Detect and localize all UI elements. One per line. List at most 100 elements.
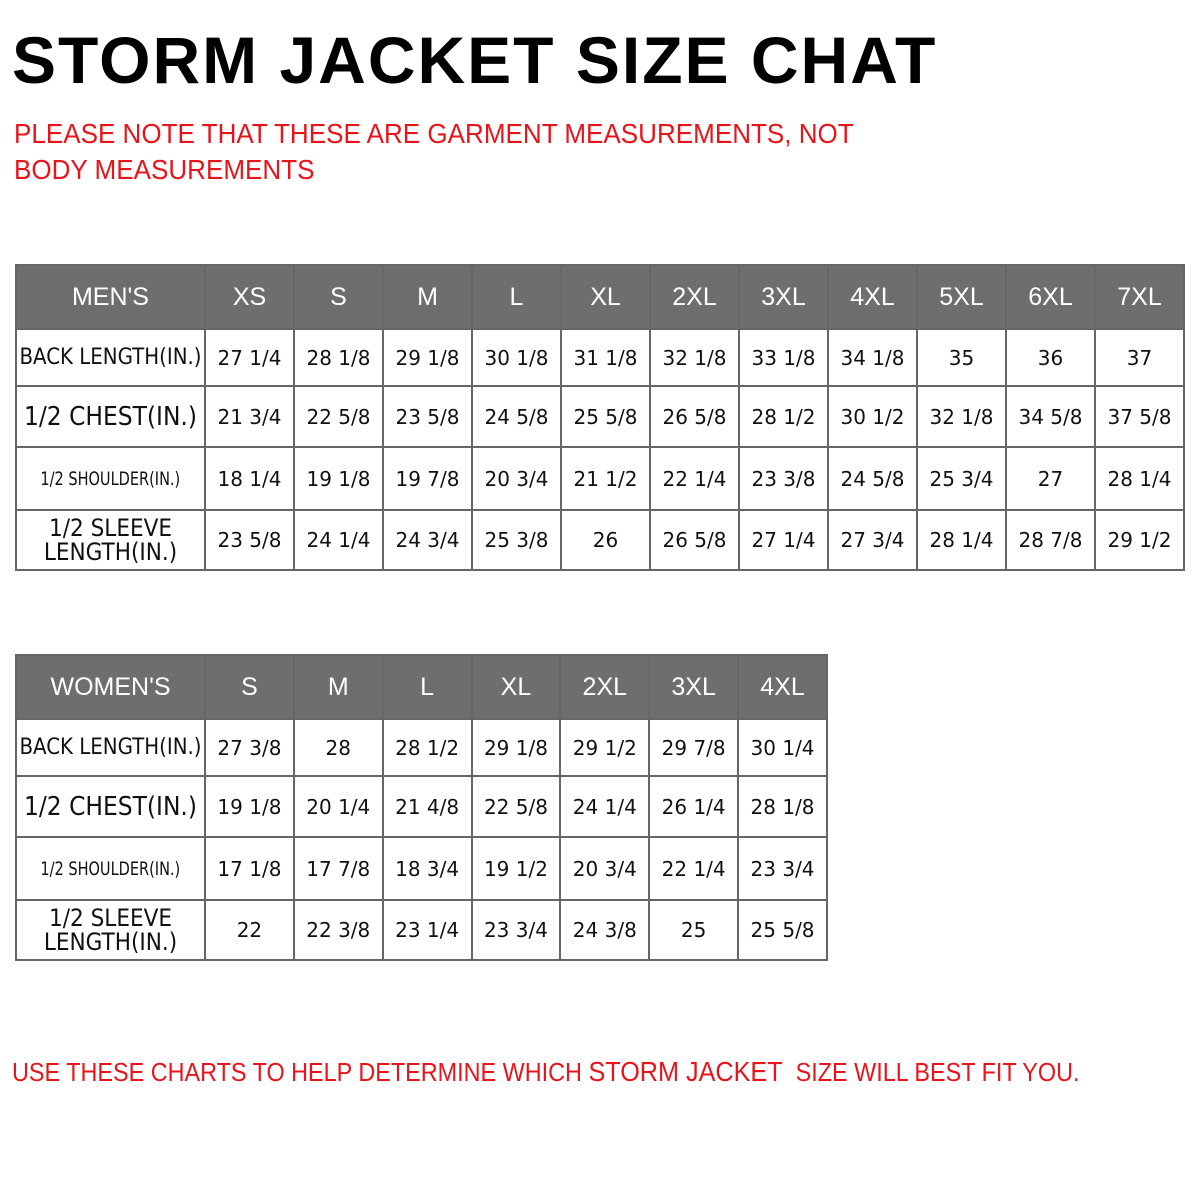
measurement-cell: 30 1/8 [471, 328, 562, 387]
row-label-text: BACK LENGTH(IN.) [19, 344, 202, 370]
measurement-cell: 25 5/8 [560, 385, 651, 448]
size-column-header: 7XL [1094, 264, 1185, 330]
measurement-cell: 29 1/8 [470, 718, 562, 777]
row-label-text: 1/2 SHOULDER(IN.) [40, 467, 181, 490]
measurement-cell: 25 3/8 [471, 509, 562, 571]
measurement-cell: 28 1/4 [916, 509, 1007, 571]
table-row: 1/2 SLEEVE LENGTH(IN.) 22 22 3/8 23 1/4 23 3… [15, 899, 828, 961]
measurement-cell: 30 1/2 [827, 385, 918, 448]
measurement-cell: 23 3/4 [737, 836, 828, 901]
measurement-cell: 37 [1094, 328, 1185, 387]
measurement-cell: 26 1/4 [648, 775, 740, 838]
table-row: 1/2 CHEST(IN.) 21 3/4 22 5/8 23 5/8 24 5/8 25… [15, 385, 1185, 448]
measurement-cell: 28 1/2 [738, 385, 829, 448]
table-row: 1/2 SLEEVE LENGTH(IN.) 23 5/8 24 1/4 24 3/4… [15, 509, 1185, 571]
measurement-cell: 25 5/8 [737, 899, 828, 961]
size-column-header: M [292, 654, 384, 720]
measurement-cell: 26 [560, 509, 651, 571]
measurement-cell: 27 [1005, 446, 1096, 511]
measurement-cell: 24 1/4 [293, 509, 384, 571]
measurement-cell: 24 1/4 [559, 775, 651, 838]
table-row: BACK LENGTH(IN.) 27 3/8 28 28 1/2 29 1/8 29 1… [15, 718, 828, 777]
header-row: MEN'S XS S M L XL 2XL 3XL 4XL 5XL 6XL 7XL [15, 264, 1185, 330]
row-label-text: BACK LENGTH(IN.) [19, 734, 202, 760]
measurement-cell: 29 1/8 [382, 328, 473, 387]
measurement-cell: 19 1/8 [204, 775, 295, 838]
measurement-cell: 36 [1005, 328, 1096, 387]
measurement-cell: 17 1/8 [204, 836, 295, 901]
measurement-cell: 20 3/4 [559, 836, 651, 901]
table-row: BACK LENGTH(IN.) 27 1/4 28 1/8 29 1/8 30 1/8… [15, 328, 1185, 387]
measurement-cell: 32 1/8 [916, 385, 1007, 448]
measurement-cell: 28 1/8 [293, 328, 384, 387]
size-column-header: 6XL [1005, 264, 1096, 330]
measurement-cell: 27 3/8 [204, 718, 295, 777]
measurement-cell: 35 [916, 328, 1007, 387]
garment-measurement-note: PLEASE NOTE THAT THESE ARE GARMENT MEASU… [14, 118, 854, 185]
size-column-header: 2XL [649, 264, 740, 330]
size-column-header: 3XL [648, 654, 740, 720]
measurement-cell: 29 1/2 [1094, 509, 1185, 571]
table-header-label: MEN'S [15, 264, 206, 330]
row-label: 1/2 SHOULDER(IN.) [15, 836, 206, 901]
size-column-header: XS [204, 264, 295, 330]
mens-size-table: MEN'S XS S M L XL 2XL 3XL 4XL 5XL 6XL 7XL BACK LENGT… [15, 264, 1185, 571]
measurement-cell: 23 5/8 [382, 385, 473, 448]
size-column-header: 2XL [559, 654, 651, 720]
size-column-header: M [382, 264, 473, 330]
measurement-cell: 34 5/8 [1005, 385, 1096, 448]
measurement-cell: 26 5/8 [649, 385, 740, 448]
measurement-cell: 30 1/4 [737, 718, 828, 777]
measurement-cell: 21 3/4 [204, 385, 295, 448]
header-row: WOMEN'S S M L XL 2XL 3XL 4XL [15, 654, 828, 720]
size-column-header: L [381, 654, 473, 720]
measurement-cell: 28 7/8 [1005, 509, 1096, 571]
row-label-text: 1/2 CHEST(IN.) [24, 791, 197, 822]
measurement-cell: 20 1/4 [292, 775, 384, 838]
measurement-cell: 22 [204, 899, 295, 961]
measurement-cell: 22 3/8 [292, 899, 384, 961]
measurement-cell: 23 1/4 [381, 899, 473, 961]
row-label: 1/2 SLEEVE LENGTH(IN.) [15, 509, 206, 571]
measurement-cell: 22 1/4 [648, 836, 740, 901]
table-header-label: WOMEN'S [15, 654, 206, 720]
measurement-cell: 28 [292, 718, 384, 777]
size-column-header: 5XL [916, 264, 1007, 330]
row-label: BACK LENGTH(IN.) [15, 328, 206, 387]
table-row: 1/2 SHOULDER(IN.) 18 1/4 19 1/8 19 7/8 20 3/… [15, 446, 1185, 511]
measurement-cell: 27 1/4 [204, 328, 295, 387]
size-column-header: S [204, 654, 295, 720]
row-label-text: 1/2 CHEST(IN.) [24, 401, 197, 432]
footer-brand: STORM JACKET [588, 1056, 783, 1087]
measurement-cell: 24 5/8 [827, 446, 918, 511]
footer-text-start: USE THESE CHARTS TO HELP DETERMINE WHICH [12, 1057, 589, 1087]
row-label-text: 1/2 SLEEVE LENGTH(IN.) [43, 514, 178, 566]
row-label: 1/2 SHOULDER(IN.) [15, 446, 206, 511]
measurement-cell: 24 3/8 [559, 899, 651, 961]
measurement-cell: 27 3/4 [827, 509, 918, 571]
measurement-cell: 31 1/8 [560, 328, 651, 387]
measurement-cell: 28 1/8 [737, 775, 828, 838]
measurement-cell: 19 1/2 [470, 836, 562, 901]
size-column-header: 4XL [827, 264, 918, 330]
measurement-cell: 22 5/8 [470, 775, 562, 838]
measurement-cell: 22 1/4 [649, 446, 740, 511]
measurement-cell: 19 7/8 [382, 446, 473, 511]
measurement-cell: 25 [648, 899, 740, 961]
table-row: 1/2 CHEST(IN.) 19 1/8 20 1/4 21 4/8 22 5/8 24… [15, 775, 828, 838]
row-label-text: 1/2 SLEEVE LENGTH(IN.) [43, 904, 178, 956]
measurement-cell: 26 5/8 [649, 509, 740, 571]
size-column-header: 4XL [737, 654, 828, 720]
measurement-cell: 25 3/4 [916, 446, 1007, 511]
measurement-cell: 29 7/8 [648, 718, 740, 777]
measurement-cell: 34 1/8 [827, 328, 918, 387]
row-label: 1/2 SLEEVE LENGTH(IN.) [15, 899, 206, 961]
measurement-cell: 23 5/8 [204, 509, 295, 571]
measurement-cell: 21 1/2 [560, 446, 651, 511]
measurement-cell: 17 7/8 [292, 836, 384, 901]
measurement-cell: 18 3/4 [381, 836, 473, 901]
size-column-header: 3XL [738, 264, 829, 330]
measurement-cell: 28 1/4 [1094, 446, 1185, 511]
size-column-header: S [293, 264, 384, 330]
womens-size-table: WOMEN'S S M L XL 2XL 3XL 4XL BACK LENGTH(IN.) 27 … [15, 654, 828, 961]
